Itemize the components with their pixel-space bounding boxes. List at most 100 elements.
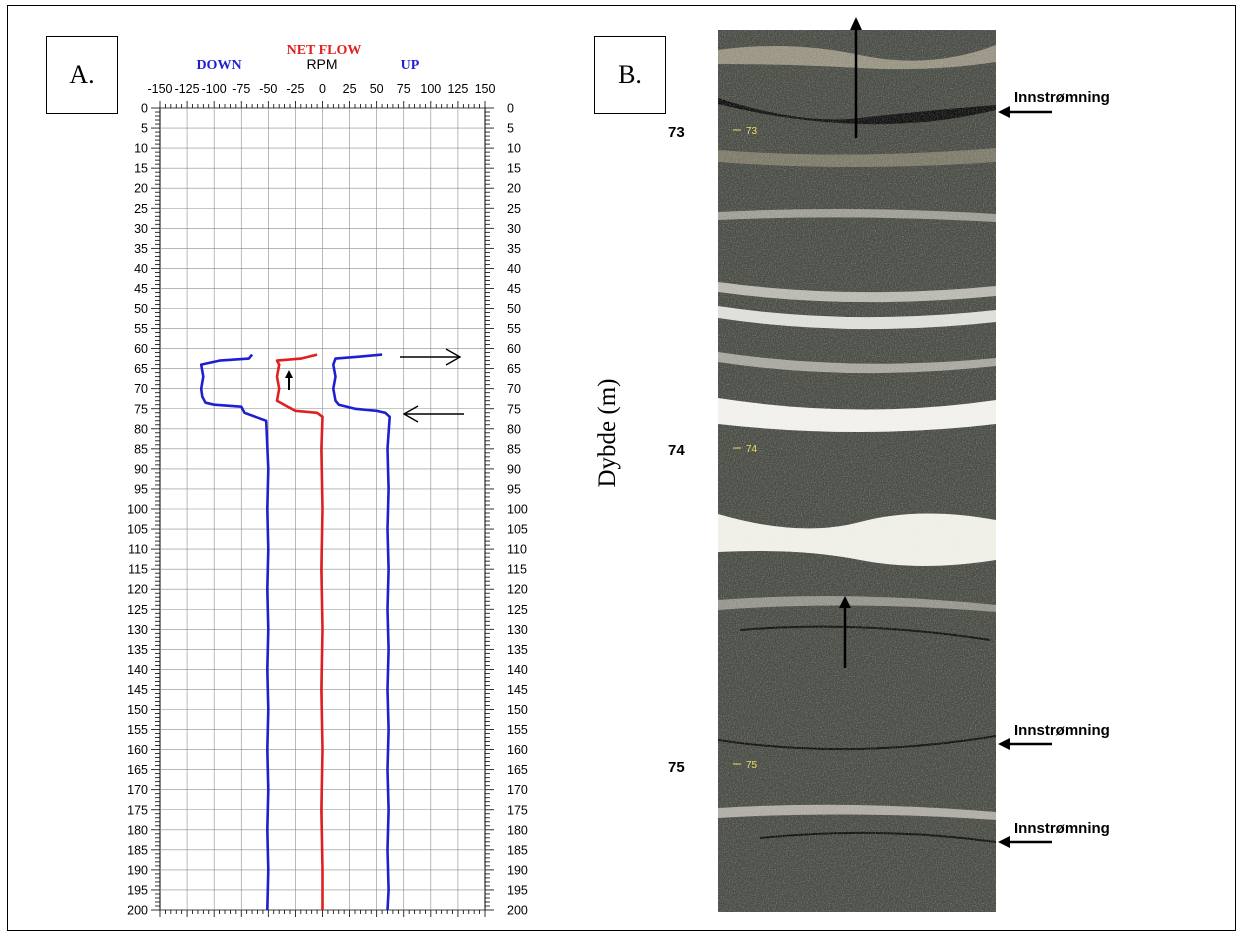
y-tick-label-left: 145 [127,683,148,697]
y-tick-label-left: 160 [127,743,148,757]
y-tick-label-right: 20 [507,182,521,196]
y-tick-label-left: 30 [134,222,148,236]
inflow-label-3: Innstrømning [1014,820,1110,837]
x-tick-label: -25 [286,82,304,96]
y-tick-label-left: 0 [141,102,148,116]
y-tick-label-left: 120 [127,583,148,597]
inflow-arrow-3-head [998,836,1010,848]
y-tick-label-right: 45 [507,282,521,296]
y-tick-label-left: 165 [127,763,148,777]
y-tick-label-right: 150 [507,703,528,717]
y-tick-label-left: 155 [127,723,148,737]
inflow-label-1: Innstrømning [1014,89,1110,106]
y-tick-label-right: 55 [507,322,521,336]
x-tick-label: -50 [259,82,277,96]
depth-label-74: 74 [668,442,685,459]
y-tick-label-right: 110 [507,543,527,557]
y-tick-label-left: 25 [134,202,148,216]
series-net-flow [275,353,324,910]
y-tick-label-right: 100 [507,503,528,517]
y-tick-label-right: 90 [507,462,521,476]
y-tick-label-left: 170 [127,783,148,797]
series-down [199,353,270,911]
y-tick-label-right: 120 [507,583,528,597]
y-tick-label-right: 125 [507,603,528,617]
y-tick-label-right: 115 [507,563,527,577]
y-tick-label-left: 135 [127,643,148,657]
y-tick-label-left: 70 [134,382,148,396]
y-tick-label-right: 5 [507,122,514,136]
y-tick-label-right: 195 [507,883,528,897]
down-header: DOWN [196,58,241,73]
y-tick-label-left: 105 [127,523,148,537]
y-tick-label-right: 145 [507,683,528,697]
y-tick-label-left: 75 [134,402,148,416]
y-tick-label-left: 100 [127,503,148,517]
y-tick-label-right: 10 [507,142,521,156]
y-tick-label-left: 110 [128,543,148,557]
depth-label-75: 75 [668,759,685,776]
y-tick-label-right: 15 [507,162,521,176]
y-tick-label-left: 90 [134,462,148,476]
y-tick-label-left: 60 [134,342,148,356]
y-tick-label-right: 85 [507,442,521,456]
x-tick-label: 100 [420,82,441,96]
x-tick-label: 75 [397,82,411,96]
y-tick-label-left: 35 [134,242,148,256]
panel-b-label: B. [594,36,666,114]
series-up [331,353,392,911]
y-tick-label-left: 20 [134,182,148,196]
net-flow-header: NET FLOW [287,43,362,58]
y-tick-label-left: 40 [134,262,148,276]
inflow-arrow-2-head [998,738,1010,750]
y-tick-label-left: 50 [134,302,148,316]
y-tick-label-right: 65 [507,362,521,376]
y-tick-label-left: 95 [134,482,148,496]
y-tick-label-right: 60 [507,342,521,356]
upflow-arrow-head [285,370,293,378]
outflow-arrow-head [445,348,462,366]
panel-a-label: A. [46,36,118,114]
y-tick-label-left: 125 [127,603,148,617]
inflow-arrow-1-head [998,106,1010,118]
y-tick-label-left: 80 [134,422,148,436]
core-up-arrow-top-head [850,17,862,30]
up-header: UP [401,58,420,73]
y-tick-label-right: 75 [507,402,521,416]
y-tick-label-left: 190 [127,863,148,877]
y-tick-label-right: 155 [507,723,528,737]
y-tick-label-right: 135 [507,643,528,657]
y-tick-label-left: 150 [127,703,148,717]
flow-log-chart: NET FLOW RPM DOWN UP -150 -125 -100 -75 -50-… [127,43,528,918]
rpm-header: RPM [306,56,337,72]
y-tick-label-left: 185 [127,843,148,857]
y-tick-label-right: 130 [507,623,528,637]
y-tick-label-right: 200 [507,904,528,918]
y-tick-label-left: 140 [127,663,148,677]
y-tick-label-left: 65 [134,362,148,376]
y-tick-label-right: 70 [507,382,521,396]
x-tick-label: -75 [232,82,250,96]
core-up-arrow-mid-head [839,596,851,608]
y-tick-label-right: 105 [507,523,528,537]
y-tick-label-right: 160 [507,743,528,757]
y-tick-label-left: 130 [127,623,148,637]
y-tick-label-left: 115 [128,563,148,577]
y-tick-label-right: 165 [507,763,528,777]
core-mark-75: 75 [746,760,758,771]
x-tick-label: 0 [319,82,326,96]
y-tick-label-right: 180 [507,823,528,837]
x-tick-label: 50 [370,82,384,96]
inflow-label-2: Innstrømning [1014,722,1110,739]
inflow-arrow-head [402,405,419,423]
x-tick-label: -125 [175,82,200,96]
x-tick-label: -100 [202,82,227,96]
depth-label-73: 73 [668,124,685,141]
core-mark-74: 74 [746,444,758,455]
y-tick-label-left: 15 [134,162,148,176]
y-tick-label-right: 175 [507,803,528,817]
y-tick-label-right: 95 [507,482,521,496]
y-tick-label-left: 195 [127,883,148,897]
y-tick-label-left: 180 [127,823,148,837]
